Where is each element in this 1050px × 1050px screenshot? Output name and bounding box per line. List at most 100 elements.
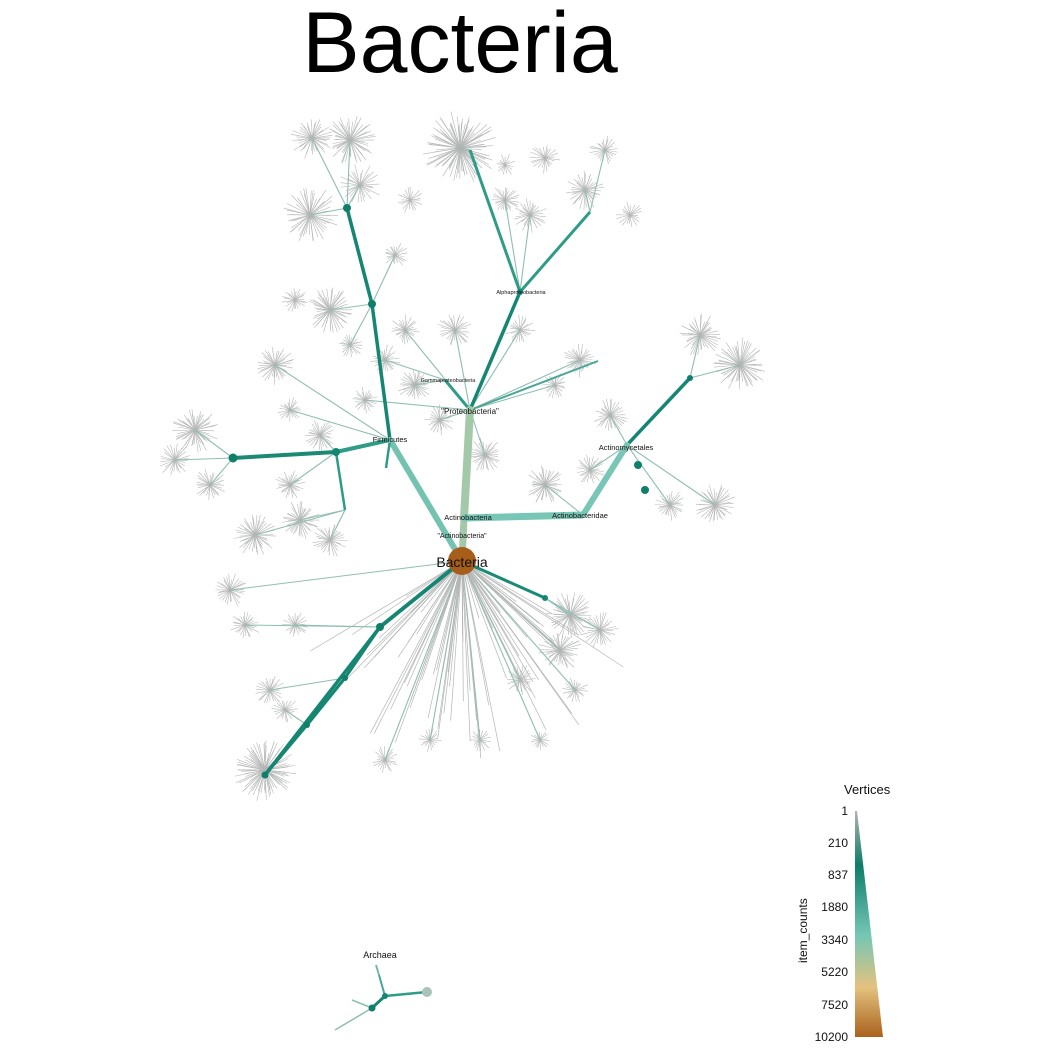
leaf-edge xyxy=(356,394,366,401)
leaf-edge xyxy=(335,134,351,141)
leaf-edge xyxy=(272,351,276,366)
leaf-edge xyxy=(484,442,498,456)
leaf-edge xyxy=(329,128,351,141)
leaf-edge xyxy=(236,532,256,536)
leaf-edge xyxy=(289,470,295,486)
leaf-edge xyxy=(329,534,344,541)
leaf-edge xyxy=(317,290,331,311)
leaf-edge xyxy=(273,709,286,712)
leaf-edge xyxy=(324,527,331,541)
leaf-edge xyxy=(689,364,741,379)
leaf-edge xyxy=(274,351,278,366)
leaf-edge xyxy=(589,469,592,480)
leaf-edge xyxy=(309,429,321,436)
leaf-edge xyxy=(209,484,225,492)
leaf-edge xyxy=(447,321,456,331)
leaf-edge xyxy=(461,560,552,614)
leaf-edge xyxy=(364,391,367,401)
leaf-edge xyxy=(194,414,204,431)
leaf-edge xyxy=(341,139,351,163)
leaf-edge xyxy=(498,164,506,172)
leaf-edge xyxy=(669,491,673,506)
leaf-edge xyxy=(569,595,584,616)
leaf-edge xyxy=(269,677,346,691)
leaf-edge xyxy=(359,184,365,202)
leaf-edge xyxy=(699,330,719,336)
leaf-edge xyxy=(209,484,219,496)
leaf-edge xyxy=(409,199,417,211)
leaf-edge xyxy=(344,336,351,346)
leaf-edge xyxy=(284,403,291,411)
leaf-edge xyxy=(479,739,481,752)
label-gammaproteobacteria: Gammaproteobacteria xyxy=(421,378,477,384)
leaf-edge xyxy=(393,246,396,256)
leaf-edge xyxy=(329,532,342,541)
leaf-edge xyxy=(277,409,291,413)
leaf-edge xyxy=(504,194,520,201)
leaf-edge xyxy=(589,469,605,476)
leaf-edge xyxy=(579,349,588,361)
leaf-edge xyxy=(529,214,538,229)
leaf-edge xyxy=(528,484,546,493)
leaf-edge xyxy=(258,744,266,771)
leaf-edge xyxy=(384,757,394,761)
leaf-edge xyxy=(714,487,723,506)
leaf-edge xyxy=(409,193,422,201)
leaf-edge xyxy=(688,323,701,336)
leaf-edge xyxy=(429,739,436,746)
leaf-edge xyxy=(343,339,351,346)
leaf-edge xyxy=(579,189,586,210)
leaf-edge xyxy=(574,688,585,691)
leaf-edge xyxy=(289,474,298,486)
leaf-edge xyxy=(284,706,293,711)
leaf-edge xyxy=(273,704,286,711)
leaf-edge xyxy=(555,649,561,662)
leaf-edge xyxy=(317,422,321,436)
leaf-edge xyxy=(283,619,296,626)
leaf-edge xyxy=(504,199,512,211)
leaf-edge xyxy=(459,147,489,165)
leaf-edge xyxy=(227,589,231,605)
legend-color-wedge xyxy=(855,811,883,1037)
leaf-edge xyxy=(299,519,307,539)
leaf-edge xyxy=(309,190,314,216)
leaf-edge xyxy=(317,296,331,311)
leaf-edge xyxy=(566,686,576,691)
leaf-edge xyxy=(686,334,701,342)
leaf-edge xyxy=(244,618,253,626)
leaf-edge xyxy=(402,382,416,386)
leaf-edge xyxy=(267,364,276,380)
leaf-edge xyxy=(300,190,311,216)
leaf-edge xyxy=(584,189,595,208)
leaf-edge xyxy=(580,629,601,636)
leaf-edge xyxy=(528,484,546,496)
leaf-edge xyxy=(688,328,701,336)
leaf-edge xyxy=(699,334,721,340)
leaf-edge xyxy=(278,476,291,486)
leaf-edge xyxy=(309,206,331,216)
leaf-edge xyxy=(544,484,547,498)
leaf-edge xyxy=(364,399,375,408)
leaf-edge xyxy=(599,629,607,642)
leaf-edge xyxy=(410,560,463,701)
leaf-edge xyxy=(290,291,296,301)
leaf-edge xyxy=(359,184,372,199)
leaf-edge xyxy=(473,441,486,456)
leaf-edge xyxy=(384,560,463,761)
leaf-edge xyxy=(450,560,463,721)
leaf-edge xyxy=(739,364,761,372)
leaf-edge xyxy=(583,469,591,483)
leaf-edge xyxy=(349,116,358,141)
leaf-edge xyxy=(294,616,306,626)
leaf-edge xyxy=(328,527,331,541)
leaf-edge xyxy=(265,678,271,691)
leaf-edge xyxy=(166,445,176,461)
leaf-edge xyxy=(567,614,571,629)
leaf-edge xyxy=(311,123,322,139)
leaf-edge xyxy=(461,560,547,731)
leaf-edge xyxy=(309,214,339,216)
leaf-edge xyxy=(404,199,411,213)
leaf-edge xyxy=(519,670,530,681)
leaf-edge xyxy=(422,739,431,743)
leaf-edge xyxy=(244,614,251,626)
